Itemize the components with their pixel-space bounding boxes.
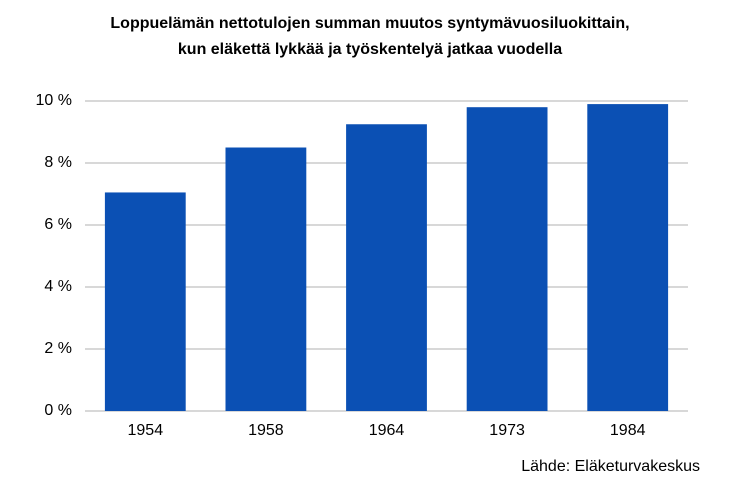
chart-title: kun eläkettä lykkää ja työskentelyä jatk… [178, 41, 562, 58]
x-tick-label: 1973 [489, 422, 525, 439]
y-tick-label: 2 % [44, 340, 72, 357]
x-tick-label: 1984 [610, 422, 646, 439]
chart-title: Loppuelämän nettotulojen summan muutos s… [110, 15, 629, 32]
x-tick-label: 1964 [369, 422, 405, 439]
y-tick-label: 10 % [36, 92, 72, 109]
y-tick-label: 8 % [44, 154, 72, 171]
y-tick-label: 0 % [44, 402, 72, 419]
bar [587, 104, 669, 411]
bar [466, 107, 548, 411]
bar [104, 192, 186, 411]
source-note: Lähde: Eläketurvakeskus [521, 458, 700, 475]
bar [225, 147, 307, 411]
x-tick-label: 1954 [128, 422, 164, 439]
y-tick-label: 4 % [44, 278, 72, 295]
bar [346, 124, 427, 411]
x-tick-label: 1958 [248, 422, 284, 439]
y-tick-label: 6 % [44, 216, 72, 233]
